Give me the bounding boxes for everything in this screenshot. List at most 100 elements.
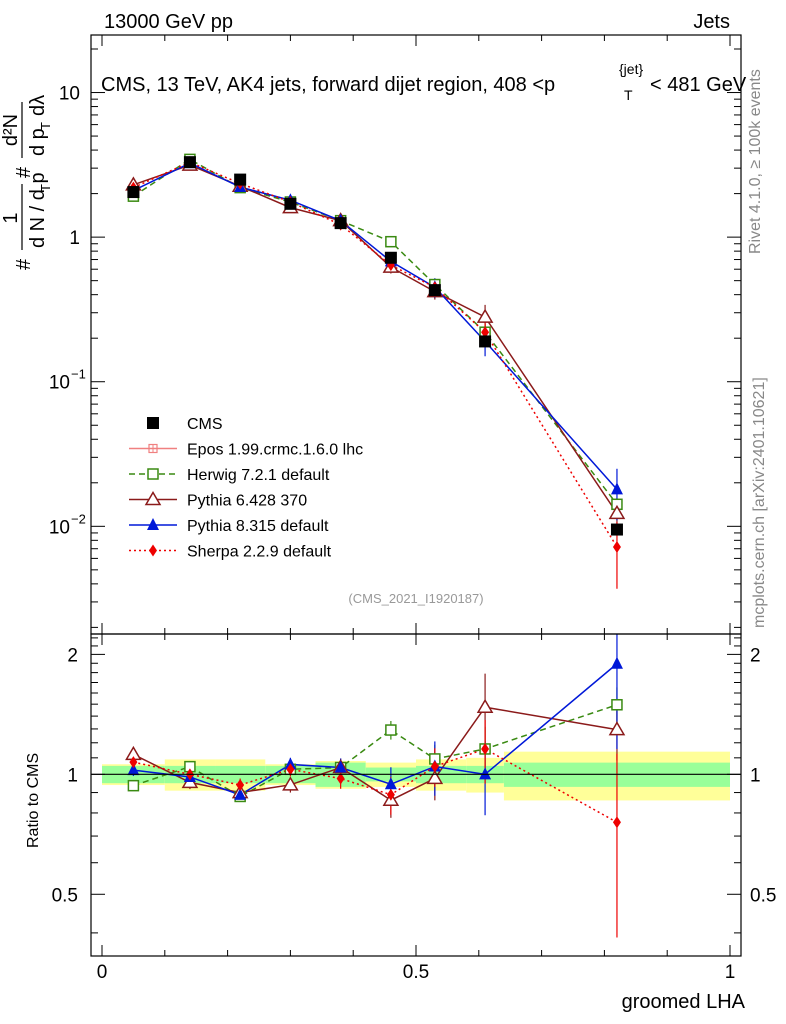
- x-tick-label: 0: [97, 962, 108, 983]
- legend-entry-pythia8: Pythia 8.315 default: [129, 518, 329, 535]
- series-markers: [125, 153, 626, 829]
- y-tick-label: 1: [69, 228, 80, 249]
- ratio-y-tick-label: 2: [67, 645, 78, 666]
- legend-marker: [147, 417, 159, 429]
- ratio-marker-sherpa: [612, 816, 621, 829]
- series-line-pythia6: [133, 164, 618, 514]
- ratio-y-tick-label: 0.5: [52, 885, 78, 906]
- data-point-sherpa: [481, 326, 490, 339]
- data-point-herwig: [385, 235, 397, 248]
- analysis-reference-label: (CMS_2021_I1920187): [348, 591, 483, 606]
- legend-marker: [144, 491, 162, 506]
- ylabel-frac2-numerator: d²N: [0, 114, 22, 146]
- data-point-sherpa: [612, 540, 621, 553]
- ratio-marker-pythia8: [479, 767, 492, 780]
- main-y-axis-label: # 1 d N / d p T # d²N d p T dλ: [0, 95, 53, 270]
- plot-title-subscript: T: [624, 87, 633, 103]
- legend: CMS Epos 1.99.crmc.1.6.0 lhc Herwig 7.2.1 …: [129, 416, 363, 561]
- legend-label: Epos 1.99.crmc.1.6.0 lhc: [187, 442, 363, 459]
- y-tick-label-exponent: −1: [71, 367, 86, 382]
- legend-label: Pythia 8.315 default: [187, 518, 329, 535]
- ratio-marker-herwig: [127, 779, 140, 792]
- ratio-marker-pythia6: [608, 721, 626, 736]
- data-point-cms: [284, 197, 297, 210]
- ratio-y-tick-label-right: 2: [750, 645, 761, 666]
- data-point-pythia8: [610, 482, 623, 495]
- header-right: Jets: [693, 11, 730, 33]
- plot-title-main: CMS, 13 TeV, AK4 jets, forward dijet reg…: [101, 74, 555, 96]
- ratio-marker-pythia6: [476, 698, 494, 713]
- ratio-y-tick-label-right: 0.5: [750, 885, 776, 906]
- legend-marker: [148, 443, 158, 454]
- ratio-y-axis-label: Ratio to CMS: [25, 753, 42, 848]
- data-point-pythia6: [608, 504, 626, 520]
- ylabel-hash-1: #: [13, 258, 35, 270]
- legend-marker: [147, 518, 159, 530]
- ratio-marker-herwig: [385, 724, 397, 736]
- data-point-cms: [610, 523, 623, 536]
- legend-entry-cms: CMS: [147, 416, 223, 433]
- ratio-marker-sherpa: [386, 788, 395, 801]
- tick-marks: [91, 35, 741, 956]
- data-point-cms: [234, 173, 247, 186]
- ratio-marker-pythia8: [384, 777, 397, 790]
- y-tick-label: 10: [49, 373, 70, 394]
- uncertainty-bands: [102, 751, 730, 801]
- ratio-marker-sherpa: [236, 779, 245, 792]
- ratio-marker-pythia8: [334, 760, 347, 773]
- series-lines: [132, 158, 618, 823]
- legend-marker: [149, 544, 157, 557]
- ratio-marker-pythia8: [234, 787, 247, 800]
- rivet-version-label: Rivet 4.1.0, ≥ 100k events: [747, 69, 764, 254]
- ratio-marker-pythia8: [127, 763, 140, 776]
- ylabel-frac2-tail: dλ: [27, 95, 49, 116]
- ratio-marker-sherpa: [481, 742, 490, 755]
- series-line-sherpa: [133, 161, 618, 548]
- ratio-marker-sherpa: [336, 772, 345, 785]
- data-point-cms: [479, 335, 492, 348]
- ratio-marker-pythia8: [610, 656, 623, 669]
- legend-entry-herwig: Herwig 7.2.1 default: [129, 467, 330, 484]
- ylabel-frac2-subscript: T: [38, 122, 53, 130]
- mcplots-label: mcplots.cern.ch [arXiv:2401.10621]: [751, 377, 768, 628]
- data-point-cms: [127, 186, 140, 199]
- ylabel-frac1-denominator: d N / d p: [27, 172, 49, 248]
- ratio-marker-sherpa: [129, 756, 138, 769]
- ratio-y-tick-label: 1: [67, 765, 78, 786]
- legend-entry-pythia6: Pythia 6.428 370: [129, 491, 307, 510]
- axes: [90, 34, 742, 957]
- data-point-pythia6: [476, 308, 494, 323]
- ylabel-hash-2: #: [13, 166, 35, 178]
- x-axis-label: groomed LHA: [622, 991, 746, 1013]
- ylabel-frac1-subscript: T: [38, 184, 53, 192]
- ratio-marker-pythia6: [282, 776, 299, 791]
- y-tick-label: 10: [49, 517, 70, 538]
- ratio-y-tick-label-right: 1: [750, 765, 761, 786]
- legend-label: Sherpa 2.2.9 default: [187, 544, 332, 561]
- ratio-marker-sherpa: [286, 763, 295, 776]
- x-tick-label: 0.5: [403, 962, 429, 983]
- ratio-marker-herwig: [611, 699, 623, 711]
- legend-entry-epos: Epos 1.99.crmc.1.6.0 lhc: [129, 442, 363, 459]
- legend-label: CMS: [187, 416, 223, 433]
- y-tick-label-exponent: −2: [71, 511, 86, 526]
- data-point-cms: [334, 217, 347, 230]
- legend-marker: [147, 468, 159, 480]
- ratio-marker-pythia6: [426, 769, 444, 785]
- data-point-cms: [384, 251, 397, 264]
- ylabel-frac2-denominator: d p: [27, 128, 49, 156]
- legend-label: Pythia 6.428 370: [187, 493, 307, 510]
- data-point-cms: [183, 156, 196, 169]
- ylabel-frac1-numerator: 1: [0, 212, 22, 223]
- plot-title-superscript: {jet}: [619, 61, 643, 77]
- data-point-cms: [428, 284, 441, 297]
- legend-entry-sherpa: Sherpa 2.2.9 default: [129, 544, 332, 561]
- y-tick-label: 10: [59, 84, 80, 105]
- series-line-pythia8: [133, 162, 618, 490]
- header-left: 13000 GeV pp: [104, 11, 233, 33]
- plot-title-end: < 481 GeV: [650, 74, 747, 96]
- legend-label: Herwig 7.2.1 default: [187, 467, 330, 484]
- ratio-marker-sherpa: [430, 760, 439, 773]
